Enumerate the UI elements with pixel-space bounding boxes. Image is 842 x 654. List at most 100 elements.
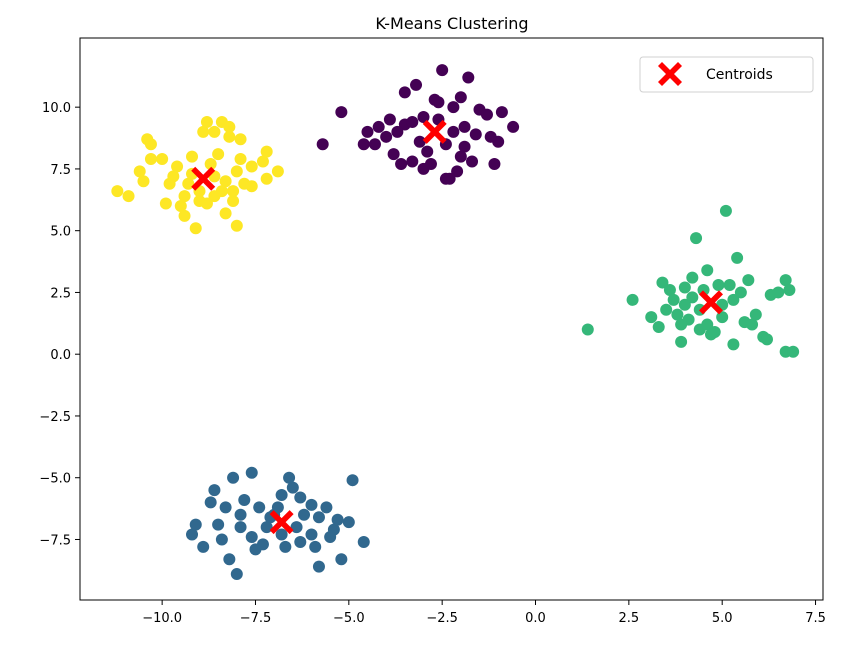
cluster-2-point: [716, 311, 729, 324]
cluster-3-point: [144, 153, 157, 166]
cluster-1-point: [275, 489, 288, 502]
y-tick-label: 7.5: [50, 163, 71, 178]
centroid-marker: [269, 510, 294, 535]
cluster-3-point: [178, 190, 191, 203]
y-tick-label: 10.0: [42, 101, 71, 116]
cluster-0-point: [443, 172, 456, 185]
cluster-0-point: [462, 71, 475, 84]
cluster-2-point: [678, 298, 691, 311]
cluster-0-point: [383, 113, 396, 126]
cluster-3-point: [133, 165, 146, 178]
cluster-1-point: [335, 553, 348, 566]
cluster-0-point: [335, 106, 348, 119]
cluster-0-point: [447, 101, 460, 114]
cluster-1-point: [245, 466, 258, 479]
cluster-3-point: [186, 150, 199, 163]
cluster-2-point: [701, 264, 714, 277]
y-tick-label: 5.0: [50, 225, 71, 240]
x-tick-label: 0.0: [525, 611, 546, 626]
cluster-3-point: [219, 207, 232, 220]
cluster-2-point: [675, 318, 688, 331]
cluster-3-point: [245, 180, 258, 193]
cluster-3-point: [156, 153, 169, 166]
cluster-2-point: [779, 274, 792, 287]
cluster-3-point: [227, 185, 240, 198]
cluster-3-point: [219, 175, 232, 188]
cluster-3-point: [223, 120, 236, 133]
cluster-3-point: [260, 145, 273, 158]
cluster-0-point: [454, 91, 467, 104]
cluster-3-point: [200, 115, 213, 128]
cluster-2-point: [686, 291, 699, 304]
cluster-0-point: [436, 64, 449, 77]
cluster-2-point: [678, 281, 691, 294]
cluster-3-point: [230, 165, 243, 178]
x-tick-label: 7.5: [805, 611, 826, 626]
cluster-3-point: [189, 222, 202, 235]
cluster-2-point: [719, 204, 732, 217]
cluster-2-point: [667, 293, 680, 306]
cluster-2-point: [660, 303, 673, 316]
cluster-3-point: [122, 190, 135, 203]
y-tick-label: −7.5: [39, 533, 71, 548]
cluster-1-point: [215, 533, 228, 546]
cluster-0-point: [488, 157, 501, 170]
cluster-1-point: [249, 543, 262, 556]
cluster-1-point: [312, 511, 325, 524]
cluster-3-point: [212, 148, 225, 161]
x-tick-label: −10.0: [142, 611, 182, 626]
x-tick-label: −7.5: [240, 611, 272, 626]
cluster-1-point: [253, 501, 266, 514]
cluster-2-point: [704, 328, 717, 341]
cluster-2-point: [749, 308, 762, 321]
cluster-3-point: [159, 197, 172, 210]
cluster-0-point: [451, 165, 464, 178]
cluster-1-point: [238, 493, 251, 506]
cluster-3-point: [215, 185, 228, 198]
cluster-1-point: [298, 508, 311, 521]
cluster-0-point: [507, 120, 520, 133]
cluster-1-point: [186, 528, 199, 541]
cluster-3-point: [245, 160, 258, 173]
cluster-1-point: [197, 540, 210, 553]
centroid-marker: [191, 166, 216, 191]
cluster-0-point: [368, 138, 381, 151]
cluster-0-point: [391, 125, 404, 138]
cluster-0-point: [454, 150, 467, 163]
cluster-3-point: [137, 175, 150, 188]
cluster-1-point: [342, 516, 355, 529]
y-axis: −7.5 −5.0 −2.5 0.0 2.5 5.0 7.5 10.0: [39, 101, 80, 548]
cluster-0-point: [428, 93, 441, 106]
cluster-0-point: [372, 120, 385, 133]
cluster-0-point: [484, 130, 497, 143]
centroid-marker: [698, 290, 723, 315]
cluster-2-point: [675, 335, 688, 348]
chart-title: K-Means Clustering: [375, 14, 528, 33]
cluster-2-point: [760, 333, 773, 346]
cluster-2-point: [746, 318, 759, 331]
cluster-2-point: [712, 279, 725, 292]
cluster-1-point: [294, 535, 307, 548]
cluster-1-point: [324, 531, 337, 544]
cluster-0-point: [398, 86, 411, 99]
centroid-marker: [422, 119, 447, 144]
cluster-2-point: [727, 293, 740, 306]
cluster-0-point: [480, 108, 493, 121]
cluster-1-point: [227, 471, 240, 484]
cluster-1-point: [286, 481, 299, 494]
cluster-3-point: [223, 130, 236, 143]
cluster-0-point: [458, 120, 471, 133]
legend: Centroids: [639, 56, 814, 93]
cluster-2-point: [690, 232, 703, 245]
cluster-1-point: [230, 568, 243, 581]
cluster-1-point: [189, 518, 202, 531]
cluster-1-point: [331, 513, 344, 526]
legend-box: [639, 56, 814, 93]
cluster-2-point: [731, 251, 744, 264]
cluster-3-point: [208, 125, 221, 138]
cluster-0-point: [406, 155, 419, 168]
cluster-1-point: [294, 491, 307, 504]
cluster-0-point: [357, 138, 370, 151]
cluster-0-point: [417, 111, 430, 124]
